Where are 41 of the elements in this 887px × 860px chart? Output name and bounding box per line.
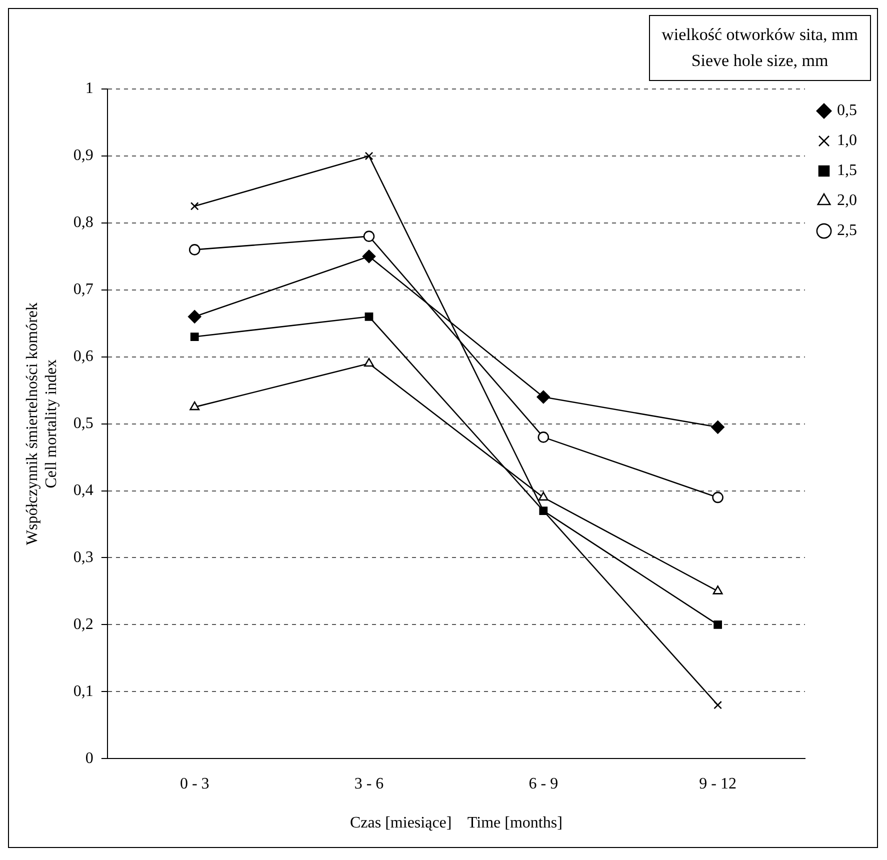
point — [714, 700, 722, 710]
point — [712, 586, 723, 594]
point — [364, 358, 374, 367]
y-tick-label: 0,6 — [73, 348, 94, 366]
point — [712, 492, 724, 504]
point — [538, 432, 550, 443]
point — [188, 244, 200, 256]
x-axis-title: Czas [miesiące] Time [months] — [350, 814, 562, 832]
point — [714, 620, 722, 629]
y-tick-label: 0,5 — [73, 415, 94, 432]
x-tick-label: 9 - 12 — [699, 775, 736, 792]
y-tick-label: 0,8 — [73, 214, 94, 232]
x-tick-label: 3 - 6 — [354, 775, 384, 792]
legend-label: 1,0 — [837, 132, 857, 150]
point — [538, 492, 548, 501]
y-tick-label: 0,1 — [73, 682, 94, 700]
y-tick-label: 0,2 — [73, 616, 94, 633]
point — [363, 230, 375, 242]
point — [364, 152, 374, 160]
legend-label: 0,5 — [837, 102, 857, 120]
legend-label: 1,5 — [837, 162, 857, 180]
point — [188, 310, 202, 324]
point — [364, 312, 374, 321]
point — [711, 420, 724, 434]
x-tick-label: 6 - 9 — [528, 775, 558, 792]
y-axis-title: Współczynnik śmiertelności komórek Cell mortality index — [24, 302, 60, 546]
y-tick-label: 0 — [85, 750, 94, 767]
legend-label: 2,5 — [837, 222, 857, 240]
y-tick-label: 0,9 — [73, 147, 94, 164]
x-tick-label: 0 - 3 — [180, 775, 210, 792]
y-tick-label: 1 — [85, 80, 94, 98]
legend-title: wielkość otworków sita, mm Sieve hole size, mm — [648, 15, 871, 81]
y-tick-label: 0,3 — [73, 548, 94, 566]
point — [190, 332, 199, 341]
point — [362, 250, 376, 264]
y-tick-label: 0,7 — [73, 281, 94, 298]
point — [190, 202, 199, 210]
legend-label: 2,0 — [837, 192, 857, 210]
point — [536, 390, 550, 404]
point — [190, 401, 200, 410]
y-tick-label: 0,4 — [73, 482, 94, 499]
